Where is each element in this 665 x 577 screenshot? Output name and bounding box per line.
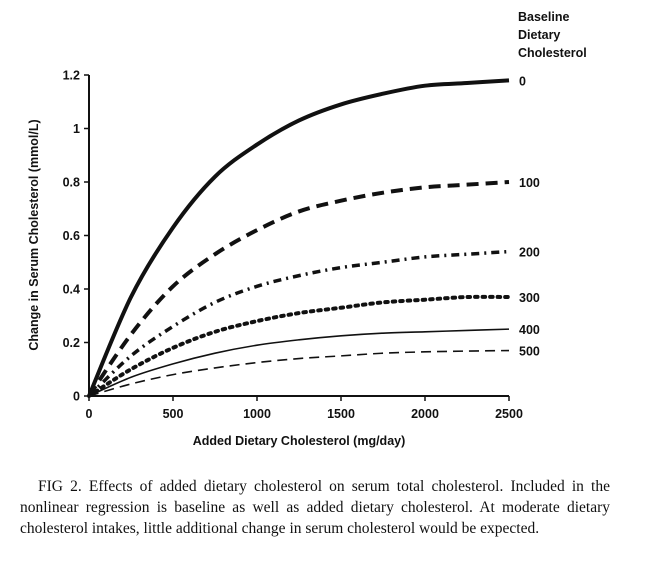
x-tick-label: 500 bbox=[163, 407, 184, 421]
y-tick-label: 1 bbox=[73, 122, 80, 136]
legend-title-line-3: Cholesterol bbox=[518, 46, 587, 60]
series-label-300: 300 bbox=[519, 291, 540, 305]
series-line-300 bbox=[87, 294, 511, 398]
legend-title-line-1: Baseline bbox=[518, 10, 569, 24]
x-tick-label: 1000 bbox=[243, 407, 271, 421]
series-line-100 bbox=[87, 180, 510, 398]
axes: 0 500 1000 1500 2000 2500 0 0.2 0.4 0.6 0.8 1 1.2 bbox=[63, 69, 523, 422]
x-tick-label: 1500 bbox=[327, 407, 355, 421]
y-tick-label: 0.4 bbox=[63, 283, 80, 297]
series-label-500: 500 bbox=[519, 345, 540, 359]
x-tick-label: 0 bbox=[86, 407, 93, 421]
series-line-400 bbox=[88, 328, 510, 397]
series-line-200 bbox=[87, 249, 510, 398]
x-axis-label: Added Dietary Cholesterol (mg/day) bbox=[193, 434, 406, 448]
figure-caption-text: FIG 2. Effects of added dietary choleste… bbox=[20, 478, 610, 537]
y-tick-label: 1.2 bbox=[63, 69, 80, 83]
y-axis-label: Change in Serum Cholesterol (mmol/L) bbox=[27, 119, 41, 350]
series-line-500 bbox=[88, 349, 510, 397]
series-labels: 0 100 200 300 400 500 bbox=[519, 74, 540, 358]
figure-caption: FIG 2. Effects of added dietary choleste… bbox=[20, 476, 610, 539]
series-label-100: 100 bbox=[519, 176, 540, 190]
series-lines bbox=[87, 78, 511, 398]
line-chart: 0 500 1000 1500 2000 2500 0 0.2 0.4 0.6 0.8 1 1.2 0 1… bbox=[27, 10, 587, 448]
x-tick-label: 2000 bbox=[411, 407, 439, 421]
legend-title-line-2: Dietary bbox=[518, 28, 560, 42]
series-label-0: 0 bbox=[519, 74, 526, 88]
series-line-0 bbox=[87, 78, 510, 397]
y-tick-label: 0.2 bbox=[63, 336, 80, 350]
y-tick-label: 0 bbox=[73, 390, 80, 404]
x-tick-label: 2500 bbox=[495, 407, 523, 421]
series-label-400: 400 bbox=[519, 323, 540, 337]
y-tick-label: 0.8 bbox=[63, 176, 80, 190]
y-tick-label: 0.6 bbox=[63, 229, 80, 243]
series-label-200: 200 bbox=[519, 246, 540, 260]
